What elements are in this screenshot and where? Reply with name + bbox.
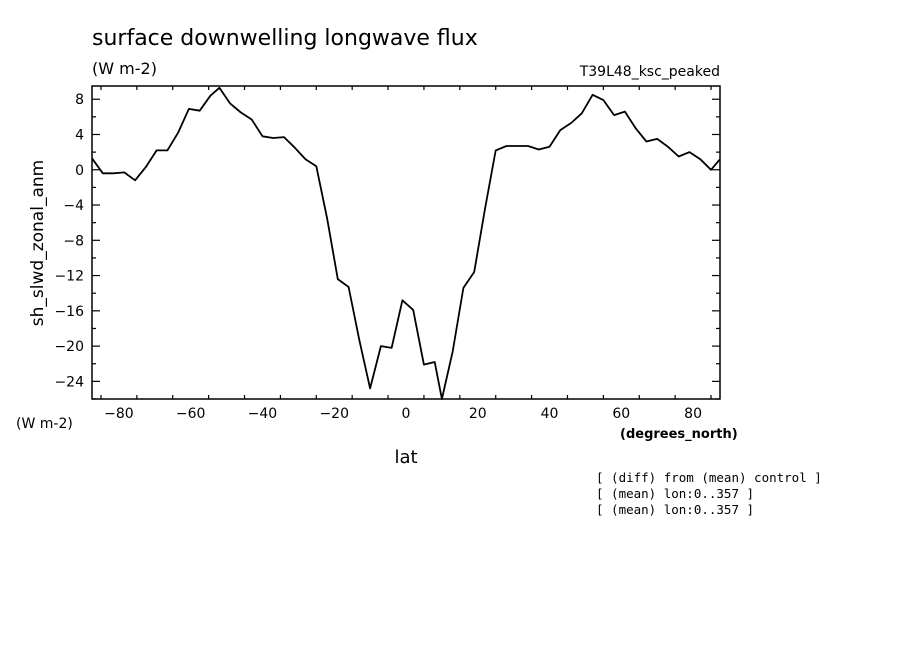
plot-frame xyxy=(91,85,721,400)
x-axis-units: (degrees_north) xyxy=(620,427,738,442)
x-tick-label: −40 xyxy=(248,406,278,422)
y-tick-label: −8 xyxy=(63,233,84,249)
x-tick-label: −20 xyxy=(319,406,349,422)
y-tick-label: −12 xyxy=(54,269,84,285)
y-tick-label: 4 xyxy=(75,127,84,143)
x-tick-label: 20 xyxy=(469,406,487,422)
experiment-label: T39L48_ksc_peaked xyxy=(579,64,720,80)
y-tick-label: −24 xyxy=(54,374,84,390)
x-tick-label: 80 xyxy=(684,406,702,422)
x-tick-label: 0 xyxy=(402,406,411,422)
series-line xyxy=(91,86,721,400)
x-axis-label: lat xyxy=(394,447,417,468)
note-line-3: [ (mean) lon:0..357 ] xyxy=(596,502,754,517)
chart-title: surface downwelling longwave flux xyxy=(92,26,478,51)
note-line-1: [ (diff) from (mean) control ] xyxy=(596,470,822,485)
x-tick-label: −80 xyxy=(104,406,134,422)
y-axis-label: sh_slwd_zonal_anm xyxy=(28,160,48,326)
x-tick-label: 60 xyxy=(612,406,630,422)
y-tick-label: 8 xyxy=(75,92,84,108)
y-tick-label: −16 xyxy=(54,304,84,320)
note-line-2: [ (mean) lon:0..357 ] xyxy=(596,486,754,501)
x-tick-label: 40 xyxy=(541,406,559,422)
y-tick-label: 0 xyxy=(75,163,84,179)
y-tick-label: −4 xyxy=(63,198,84,214)
y-axis-units: (W m-2) xyxy=(16,416,73,432)
title-units: (W m-2) xyxy=(92,59,157,78)
y-tick-label: −20 xyxy=(54,339,84,355)
axis-ticks xyxy=(92,86,720,400)
x-tick-label: −60 xyxy=(176,406,206,422)
